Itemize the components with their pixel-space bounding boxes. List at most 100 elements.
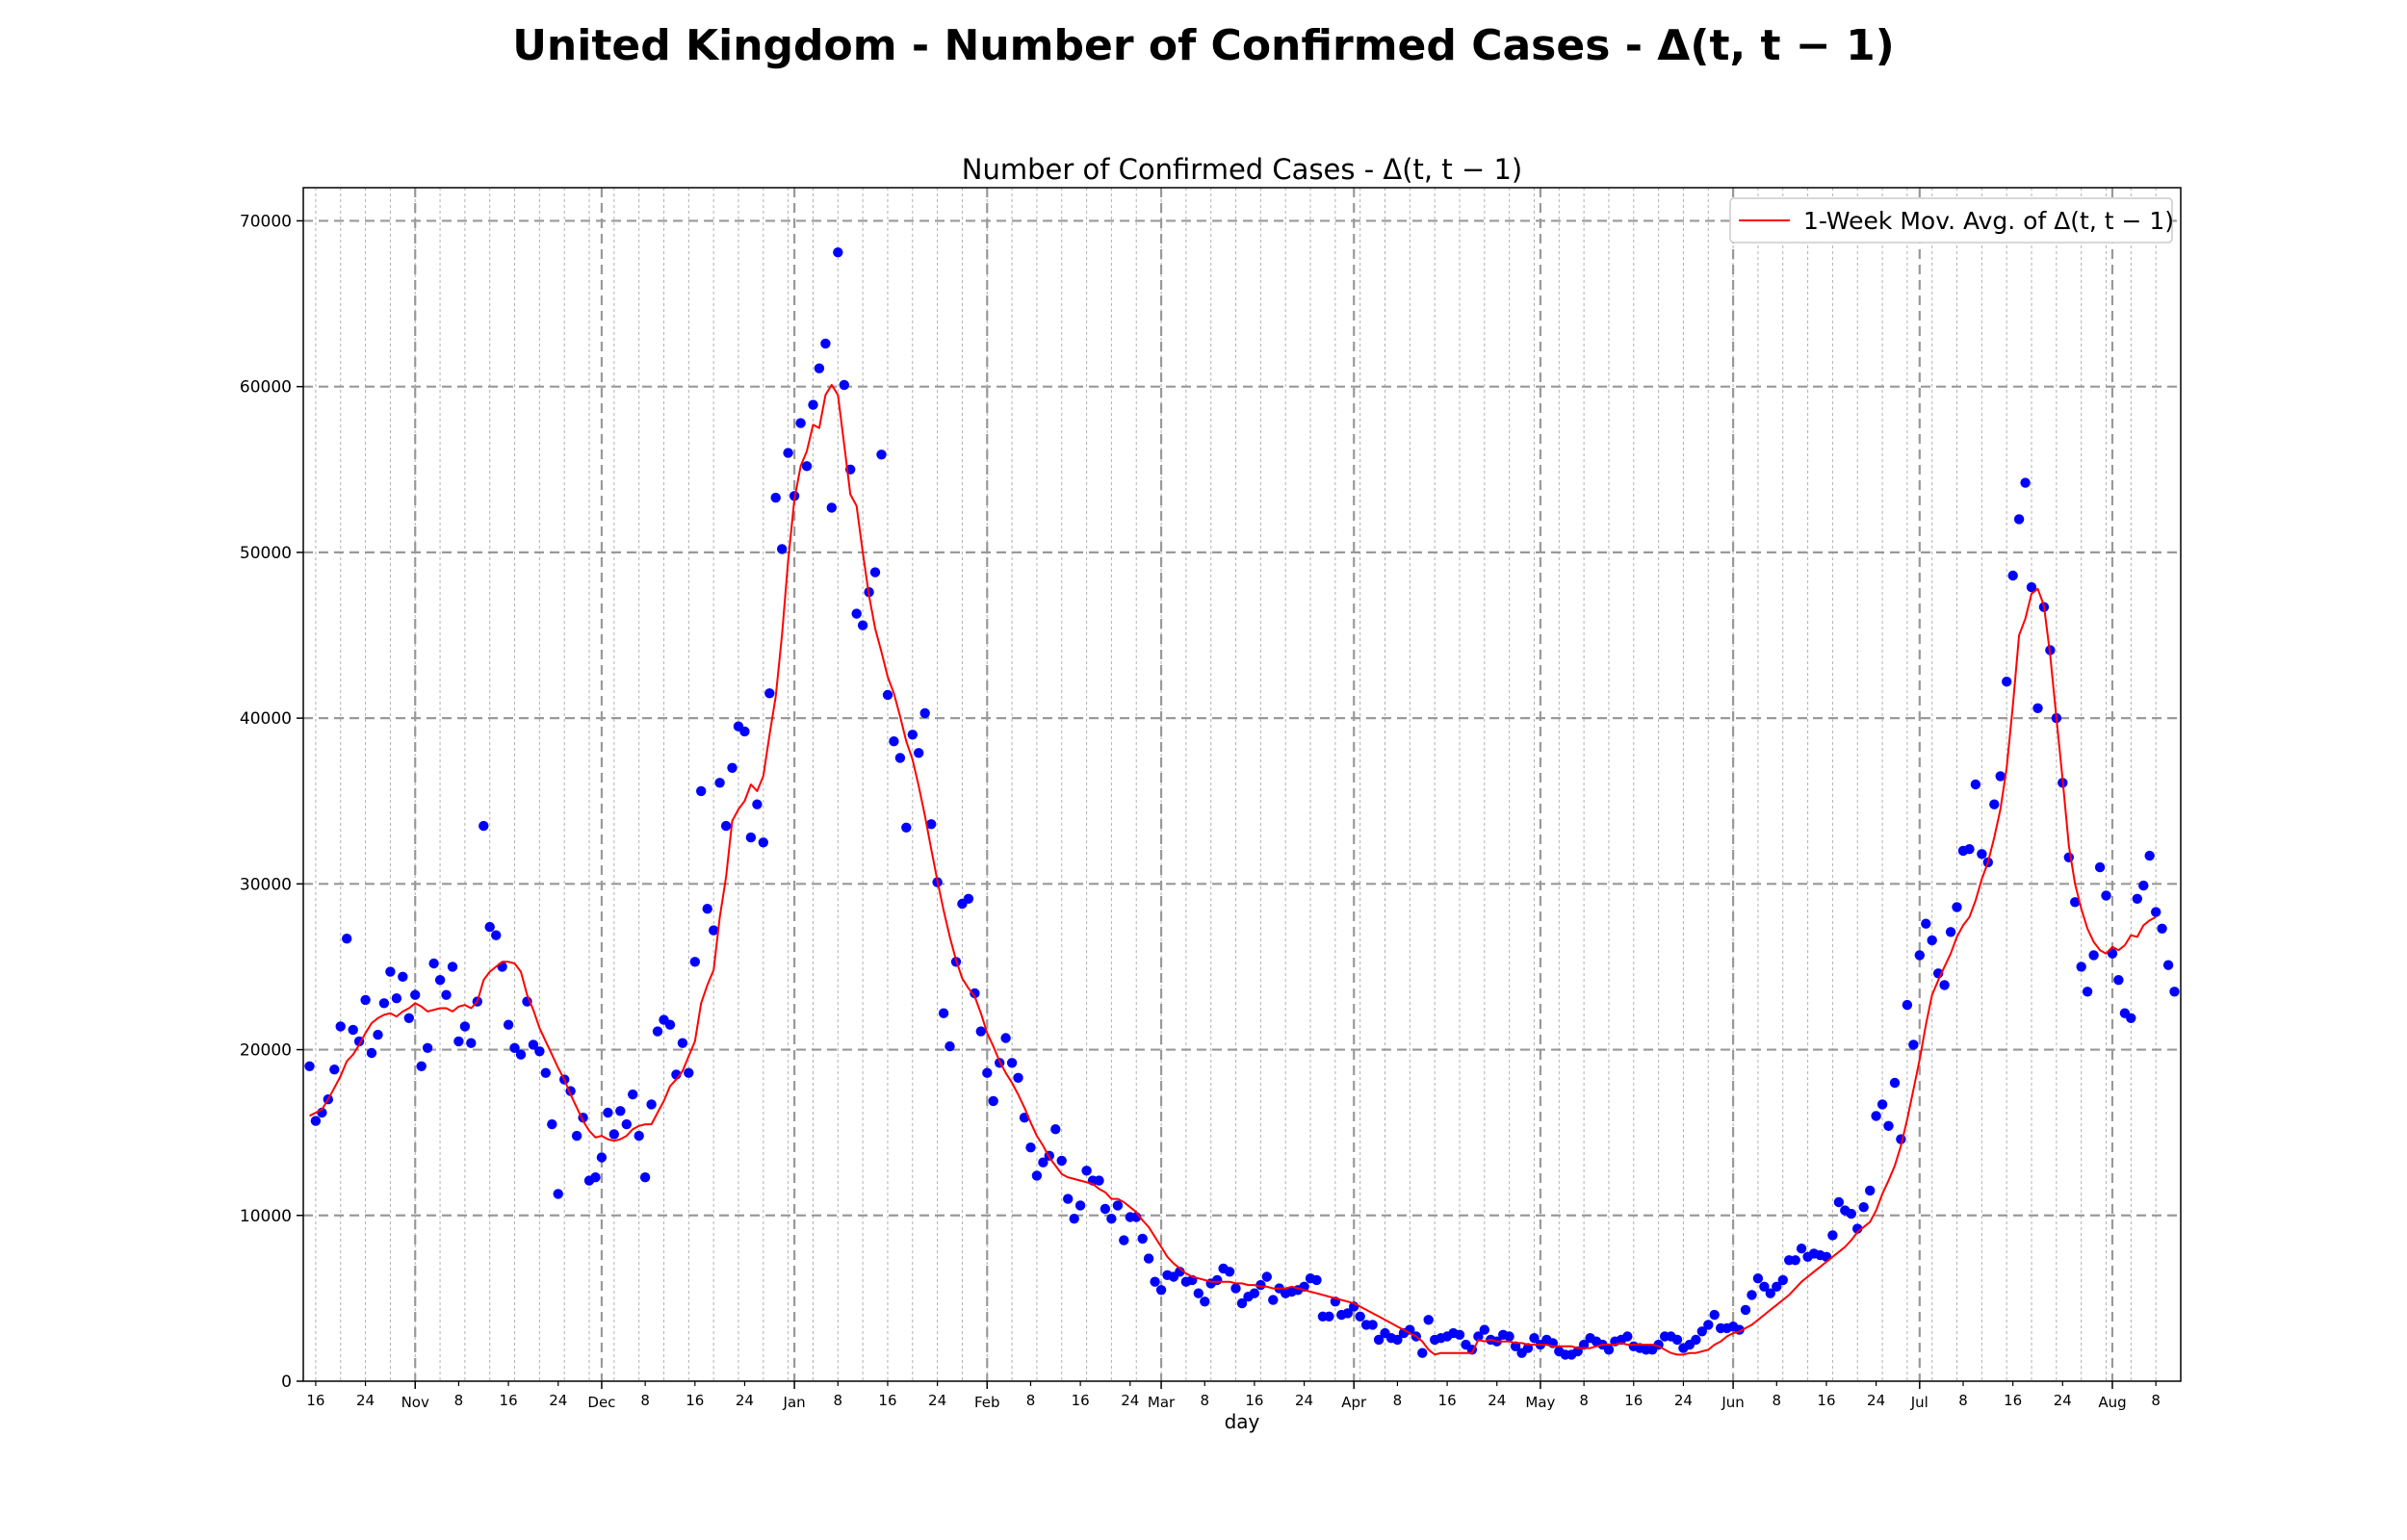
x-tick-label: 16	[686, 1392, 704, 1409]
data-point	[1119, 1235, 1129, 1245]
data-point	[2169, 987, 2180, 997]
data-point	[1796, 1244, 1807, 1254]
x-tick-label: 8	[454, 1392, 464, 1409]
data-point	[970, 988, 980, 999]
data-point	[1914, 950, 1926, 961]
data-point	[914, 748, 924, 758]
data-point	[795, 418, 806, 428]
x-tick-label: 24	[2054, 1392, 2072, 1409]
data-point	[1989, 799, 2000, 809]
data-point	[447, 962, 458, 972]
x-month-label: Jul	[1910, 1394, 1928, 1411]
data-point	[826, 502, 837, 513]
x-tick-label: 16	[1817, 1392, 1835, 1409]
data-point	[603, 1107, 613, 1118]
data-point	[889, 736, 899, 747]
data-point	[479, 820, 489, 832]
data-point	[988, 1095, 998, 1107]
x-tick-label: 24	[549, 1392, 567, 1409]
data-point	[1703, 1320, 1714, 1330]
x-tick-label: 24	[1295, 1392, 1313, 1409]
data-point	[335, 1021, 346, 1032]
data-point	[1031, 1170, 1043, 1181]
data-point	[428, 958, 439, 969]
data-point	[2013, 514, 2025, 525]
data-point	[410, 989, 421, 1000]
x-tick-label: 8	[1579, 1392, 1589, 1409]
data-point	[497, 962, 507, 972]
data-point	[453, 1036, 464, 1047]
data-point	[677, 1038, 688, 1048]
data-point	[484, 921, 495, 933]
axes: 0 10000 20000 30000 40000 50000 60000 70000 16 24…	[240, 187, 2182, 1411]
data-point	[1479, 1324, 1490, 1335]
x-month-label: Mar	[1148, 1394, 1176, 1411]
data-point	[1883, 1120, 1894, 1132]
data-point	[596, 1152, 608, 1163]
data-point	[1833, 1196, 1845, 1208]
x-tick-label: 8	[1026, 1392, 1036, 1409]
data-point	[628, 1089, 638, 1100]
data-point	[509, 1042, 520, 1054]
data-point	[634, 1130, 644, 1142]
data-point	[1261, 1271, 1273, 1282]
data-point	[385, 966, 396, 977]
data-point	[515, 1049, 527, 1060]
data-point	[1945, 927, 1956, 937]
x-tick-label: 16	[1072, 1392, 1090, 1409]
data-point	[2126, 1013, 2136, 1024]
data-point	[1094, 1175, 1104, 1186]
data-point	[2020, 477, 2031, 488]
data-point	[2151, 907, 2161, 917]
data-point	[1603, 1345, 1615, 1355]
data-point	[764, 688, 775, 699]
data-point	[2132, 893, 2142, 904]
data-point	[2026, 581, 2037, 593]
legend: 1-Week Mov. Avg. of Δ(t, t − 1)	[1729, 197, 2174, 244]
data-point	[783, 448, 793, 458]
moving-average-line	[309, 383, 2157, 1356]
data-point	[1821, 1251, 1832, 1263]
data-point	[391, 993, 402, 1004]
data-point	[820, 338, 831, 349]
x-tick-label: 16	[1624, 1392, 1643, 1409]
data-point	[684, 1067, 694, 1078]
data-point	[1871, 1111, 1881, 1121]
data-point	[2076, 962, 2086, 972]
data-point	[416, 1061, 427, 1072]
data-point	[745, 832, 757, 843]
x-axis-label: day	[1225, 1410, 1260, 1433]
data-point	[310, 1116, 322, 1126]
data-point	[2070, 897, 2081, 908]
data-point	[1846, 1208, 1857, 1219]
y-tick-label: 0	[281, 1373, 292, 1392]
data-point	[720, 820, 732, 832]
data-point	[1740, 1304, 1751, 1316]
data-point	[2157, 923, 2167, 934]
data-point	[534, 1046, 545, 1057]
data-point	[901, 822, 912, 833]
x-tick-label: 8	[640, 1392, 650, 1409]
data-point	[1050, 1124, 1061, 1135]
data-point	[1970, 779, 1981, 790]
data-point	[342, 934, 352, 944]
data-point	[1224, 1267, 1235, 1277]
x-tick-label: 8	[834, 1392, 843, 1409]
data-point	[857, 620, 868, 630]
data-point	[814, 363, 825, 373]
data-point	[422, 1042, 433, 1054]
data-point	[1081, 1166, 1092, 1176]
plot-frame	[302, 187, 2182, 1382]
data-point	[360, 994, 371, 1006]
data-point	[2002, 677, 2012, 687]
data-point	[1212, 1274, 1223, 1286]
data-point	[1106, 1214, 1117, 1224]
data-point	[1752, 1273, 1764, 1284]
x-month-label: Jun	[1721, 1394, 1744, 1411]
x-tick-label: 16	[1245, 1392, 1263, 1409]
data-point	[1939, 980, 1950, 990]
data-point	[1827, 1230, 1838, 1241]
data-point	[1311, 1274, 1322, 1286]
data-point	[963, 893, 974, 904]
data-point	[2101, 890, 2111, 901]
